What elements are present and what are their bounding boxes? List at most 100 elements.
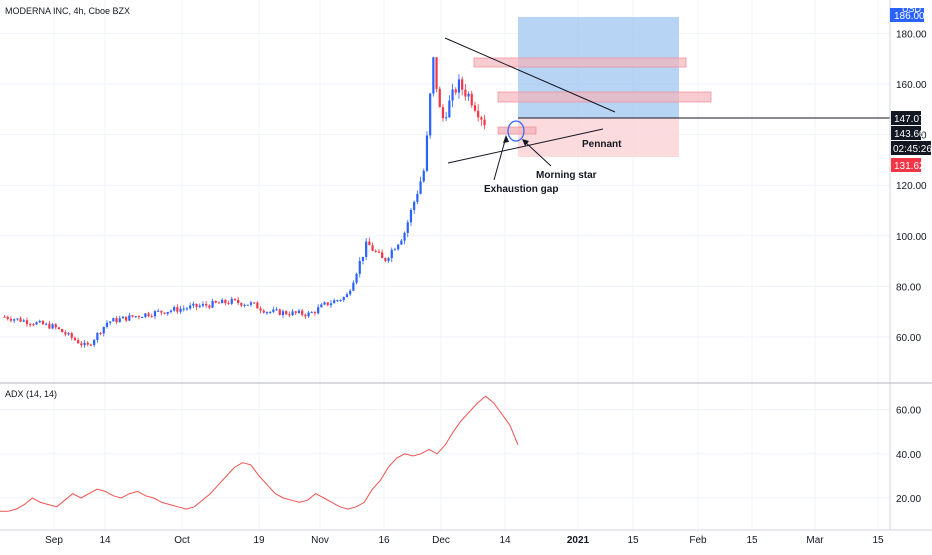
pennant-lower-trendline[interactable]	[447, 128, 604, 164]
candle	[189, 302, 192, 311]
candle	[393, 247, 397, 251]
target-zone[interactable]	[518, 17, 679, 118]
resistance-zone-lower[interactable]	[497, 91, 712, 103]
candle	[13, 318, 16, 324]
morning-star-label: Morning star	[536, 170, 597, 181]
exhaustion-gap-arrowhead	[503, 135, 509, 143]
support-zone[interactable]	[497, 126, 537, 135]
candle	[144, 313, 147, 319]
candle	[153, 310, 157, 320]
candle	[109, 321, 112, 326]
candle	[89, 343, 93, 347]
candle	[387, 257, 390, 263]
candle	[179, 305, 182, 314]
candle	[16, 318, 19, 321]
candle	[166, 311, 169, 316]
candle	[381, 249, 384, 259]
candle	[163, 312, 166, 315]
adx-series-line	[0, 395, 519, 512]
candle	[112, 317, 115, 322]
time-axis-tick: 15	[746, 535, 758, 546]
candle	[416, 190, 419, 205]
adx-axis-tick: 20.00	[896, 494, 921, 505]
candle	[246, 304, 249, 306]
candle	[67, 332, 70, 336]
candle	[477, 104, 480, 122]
adx-axis-tick: 60.00	[896, 406, 921, 417]
candle	[448, 95, 451, 118]
adx-legend[interactable]: ADX (14, 14)	[5, 389, 57, 399]
time-axis-tick: Nov	[311, 535, 329, 546]
candle	[32, 323, 35, 327]
candle	[294, 310, 297, 316]
candle	[259, 306, 262, 314]
candle	[64, 330, 67, 337]
symbol-legend[interactable]: MODERNA INC, 4h, Cboe BZX	[5, 6, 130, 16]
candle	[384, 257, 387, 263]
candle	[265, 311, 269, 316]
morning-star-arrow	[523, 140, 552, 167]
candle	[464, 84, 467, 101]
candle	[377, 249, 381, 253]
candle	[237, 296, 240, 305]
candle	[137, 315, 141, 320]
candle	[230, 296, 233, 306]
price-tag-147: 147.07	[891, 111, 925, 125]
candle	[275, 306, 278, 311]
candle	[441, 104, 445, 122]
price-tag-147-text: 147.07	[894, 114, 925, 125]
candle	[131, 315, 134, 318]
candle	[99, 331, 102, 336]
candle	[425, 131, 429, 173]
top-price-tag	[890, 8, 924, 22]
countdown-tag: 02:45:26	[891, 141, 932, 155]
candle	[150, 313, 153, 318]
price-tag-143: 143.66	[891, 126, 925, 140]
candle	[61, 328, 64, 333]
candle	[118, 315, 121, 323]
candle	[115, 316, 118, 325]
candle	[473, 101, 477, 113]
candle	[6, 315, 9, 321]
candle	[96, 332, 99, 343]
candle	[185, 306, 189, 311]
candle	[361, 256, 365, 265]
candle	[454, 87, 457, 96]
candle	[253, 302, 256, 304]
candle	[291, 309, 294, 317]
candle	[480, 115, 483, 126]
candle	[141, 316, 144, 319]
time-axis-tick: 2021	[567, 535, 590, 546]
price-tag-131-text: 131.62	[894, 161, 925, 172]
candle	[57, 326, 61, 330]
exhaustion-gap-arrow	[493, 136, 507, 181]
candle	[336, 299, 339, 302]
candle	[169, 309, 173, 314]
time-axis-tick: 19	[253, 535, 265, 546]
countdown-tag-text: 02:45:26	[893, 144, 932, 155]
candle	[208, 304, 211, 310]
time-axis-tick: Sep	[45, 535, 63, 546]
price-axis-tick: 180.00	[896, 29, 927, 40]
pennant-upper-trendline[interactable]	[444, 37, 616, 113]
stop-zone[interactable]	[518, 118, 679, 157]
candle	[288, 311, 291, 318]
candle	[457, 74, 461, 99]
candle	[320, 303, 323, 308]
candle	[409, 208, 413, 226]
candle	[467, 91, 470, 101]
price-tag-131: 131.62	[891, 158, 925, 172]
candle	[256, 301, 259, 309]
candle	[201, 301, 205, 308]
candle	[323, 301, 326, 306]
time-axis-tick: Oct	[174, 535, 190, 546]
morning-star-circle[interactable]	[507, 120, 525, 142]
resistance-zone-upper[interactable]	[473, 57, 687, 68]
candle	[406, 219, 409, 238]
candle	[195, 303, 198, 311]
candle	[326, 302, 329, 307]
candle	[304, 313, 307, 319]
candle	[345, 292, 349, 298]
candle	[368, 237, 371, 246]
